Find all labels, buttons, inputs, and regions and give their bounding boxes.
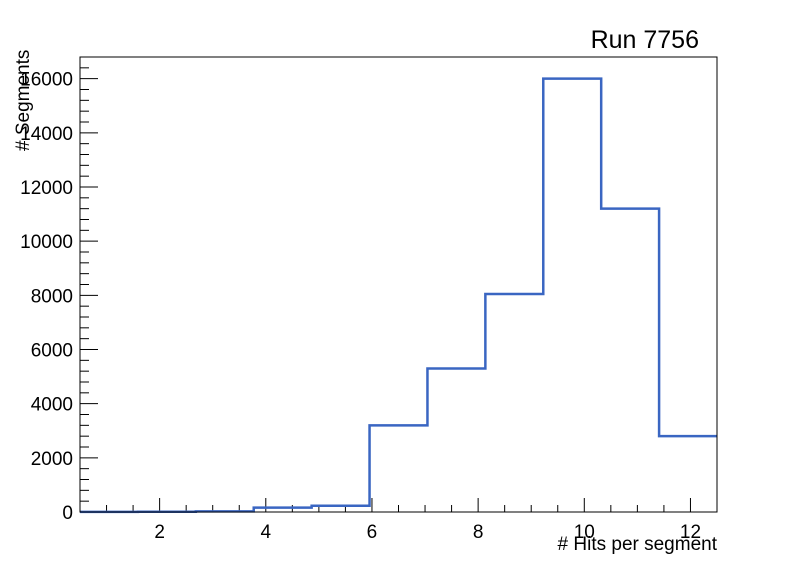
y-tick-label: 4000 <box>31 395 73 416</box>
y-tick-label: 16000 <box>20 70 73 91</box>
x-tick-label: 4 <box>261 522 272 543</box>
y-tick-label: 2000 <box>31 449 73 470</box>
x-axis-title: # Hits per segment <box>557 534 717 555</box>
y-tick-label: 6000 <box>31 341 73 362</box>
x-tick-label: 10 <box>574 522 595 543</box>
y-axis-title: # Segments <box>13 49 34 151</box>
y-tick-label: 0 <box>62 503 73 524</box>
y-tick-label: 10000 <box>20 232 73 253</box>
x-tick-label: 8 <box>473 522 484 543</box>
chart-title: Run 7756 <box>590 26 699 54</box>
x-tick-label: 12 <box>680 522 701 543</box>
x-tick-label: 2 <box>154 522 165 543</box>
plot-frame <box>79 56 718 513</box>
x-tick-label: 6 <box>367 522 378 543</box>
histogram-line <box>80 77 717 514</box>
y-tick-label: 12000 <box>20 178 73 199</box>
y-tick-label: 8000 <box>31 286 73 307</box>
y-tick-label: 14000 <box>20 124 73 145</box>
